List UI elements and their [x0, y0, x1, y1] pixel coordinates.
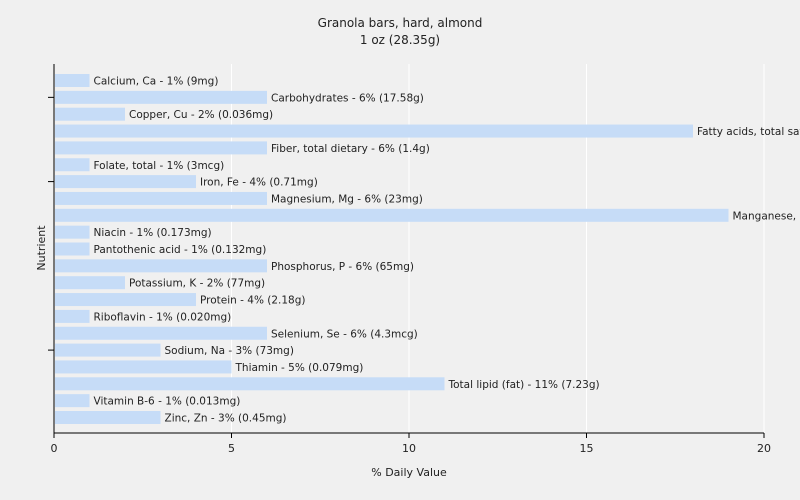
- bar-label: Phosphorus, P - 6% (65mg): [271, 261, 414, 273]
- bar: [55, 225, 90, 239]
- bar-label: Total lipid (fat) - 11% (7.23g): [448, 379, 600, 391]
- bar-label: Vitamin B-6 - 1% (0.013mg): [94, 396, 241, 408]
- x-tick-label: 5: [228, 442, 235, 455]
- bar-label: Potassium, K - 2% (77mg): [129, 278, 265, 290]
- bar: [55, 343, 161, 357]
- chart-subtitle: 1 oz (28.35g): [360, 33, 440, 47]
- x-tick-label: 0: [51, 442, 58, 455]
- bar-labels: Calcium, Ca - 1% (9mg) Carbohydrates - 6%…: [94, 76, 800, 425]
- bar: [55, 208, 729, 222]
- x-axis-ticks: 0 5 10 15 20: [51, 433, 771, 455]
- bar-label: Folate, total - 1% (3mcg): [94, 160, 225, 172]
- bar-label: Sodium, Na - 3% (73mg): [165, 345, 294, 357]
- x-tick-label: 20: [757, 442, 771, 455]
- bar: [55, 360, 232, 374]
- bar-label: Thiamin - 5% (0.079mg): [235, 362, 364, 374]
- bar: [55, 191, 267, 205]
- bar-label: Selenium, Se - 6% (4.3mcg): [271, 328, 418, 340]
- bar: [55, 107, 125, 121]
- bar: [55, 377, 445, 391]
- bars: [55, 74, 729, 424]
- y-axis-ticks: [48, 96, 54, 351]
- bar: [55, 326, 267, 340]
- bar-label: Niacin - 1% (0.173mg): [94, 227, 212, 239]
- bar: [55, 124, 693, 138]
- bar: [55, 394, 90, 408]
- bar-label: Iron, Fe - 4% (0.71mg): [200, 177, 318, 189]
- bar-label: Protein - 4% (2.18g): [200, 295, 306, 307]
- bar: [55, 309, 90, 323]
- bar: [55, 141, 267, 155]
- bar: [55, 293, 196, 307]
- bar-label: Copper, Cu - 2% (0.036mg): [129, 109, 273, 121]
- bar: [55, 276, 125, 290]
- x-axis-label: % Daily Value: [371, 466, 447, 479]
- bar-label: Fatty acids, total saturated - 18% (3.54…: [697, 126, 800, 138]
- x-tick-label: 15: [580, 442, 594, 455]
- bar: [55, 242, 90, 256]
- bar: [55, 411, 161, 424]
- x-tick-label: 10: [402, 442, 416, 455]
- bar-label: Carbohydrates - 6% (17.58g): [271, 92, 424, 104]
- bar: [55, 259, 267, 273]
- bar-label: Calcium, Ca - 1% (9mg): [94, 76, 219, 88]
- bar-label: Pantothenic acid - 1% (0.132mg): [94, 244, 267, 256]
- bar-label: Zinc, Zn - 3% (0.45mg): [165, 413, 287, 425]
- bar: [55, 175, 196, 189]
- chart-title: Granola bars, hard, almond: [318, 16, 483, 30]
- bar-label: Magnesium, Mg - 6% (23mg): [271, 193, 423, 205]
- bar-label: Manganese, Mn - 19% (0.387mg): [733, 210, 800, 222]
- bar: [55, 158, 90, 172]
- bar: [55, 74, 90, 87]
- y-axis-label: Nutrient: [35, 225, 48, 271]
- bar-label: Fiber, total dietary - 6% (1.4g): [271, 143, 430, 155]
- bar-label: Riboflavin - 1% (0.020mg): [94, 311, 232, 323]
- bar: [55, 90, 267, 104]
